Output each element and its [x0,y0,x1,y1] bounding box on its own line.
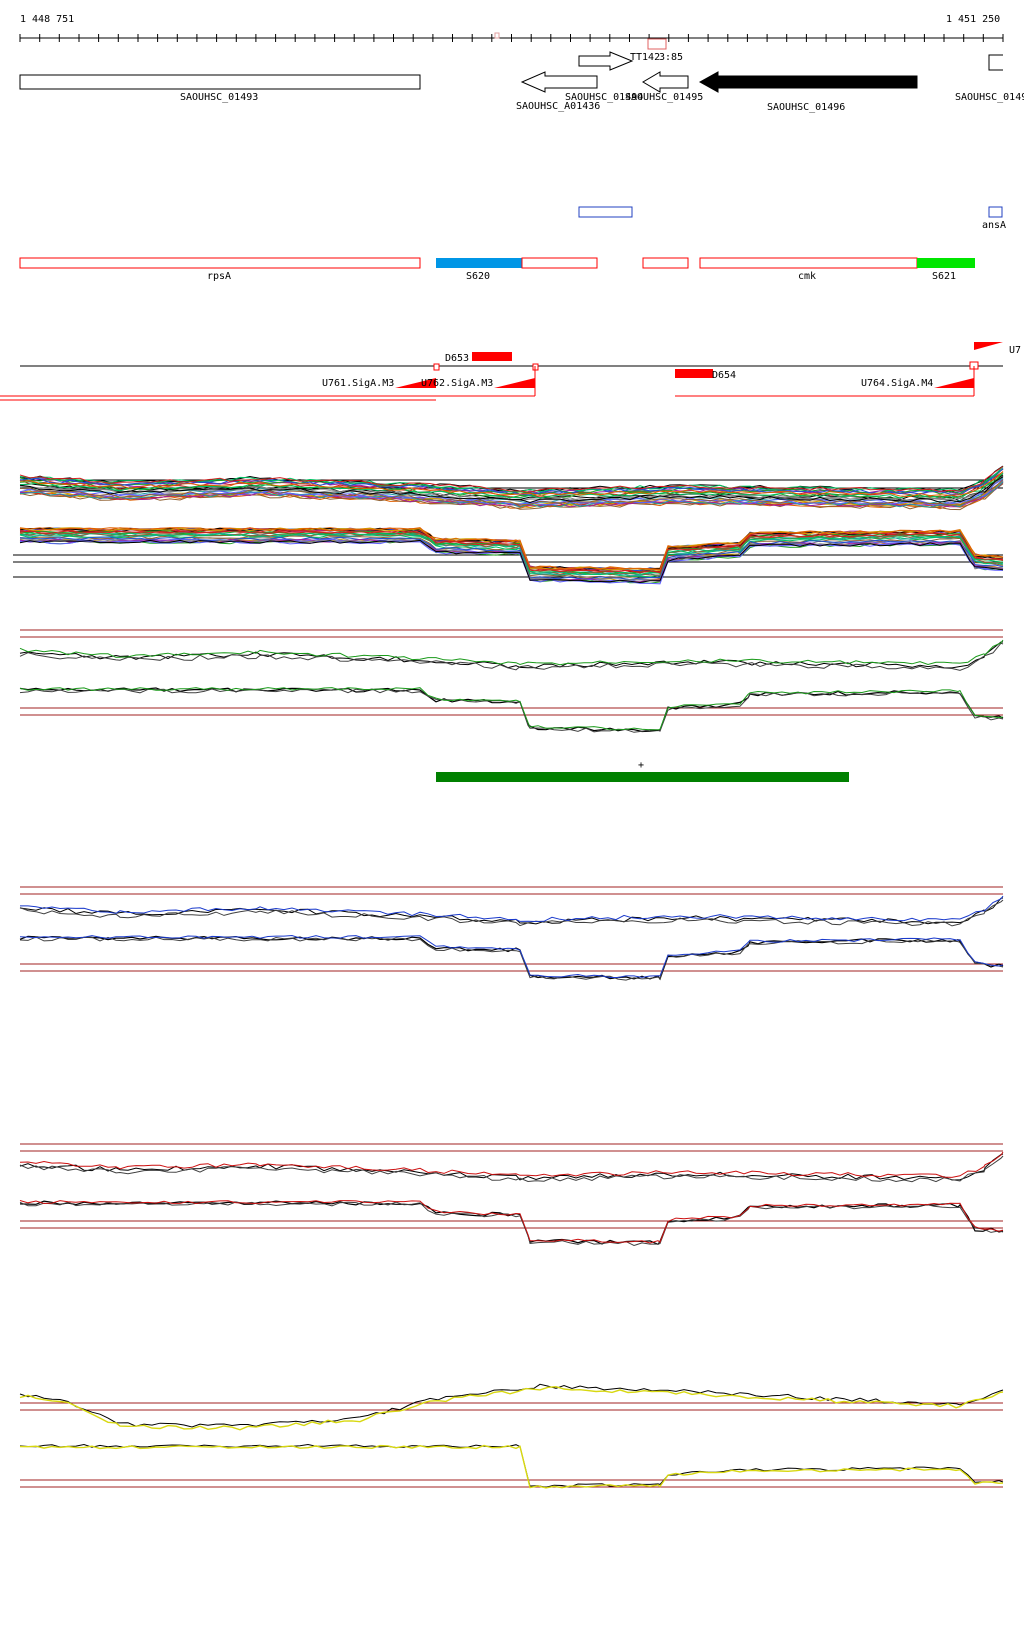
expression-profile [19,899,1004,927]
expression-profile-lines [19,639,1004,733]
terminator-label: TT142 [630,52,660,63]
coordinate-end-label: 1 451 250 [946,14,1000,25]
sigma-motif-U761[interactable] [395,378,436,388]
expression-profile [19,1155,1004,1183]
region-label: S621 [932,271,956,282]
gene-label: SAOUHSC_01494 [565,92,643,103]
region-label: cmk [798,271,816,282]
coordinate-ruler: 1 448 751 1 451 250 [19,14,1004,42]
expression-profile-lines [19,1383,1004,1489]
promoter-marker [433,363,440,371]
region-S620[interactable] [436,258,522,268]
strand-symbol: + [638,760,644,771]
annotation-box[interactable] [578,206,633,218]
blue-annotation-track: ansA [578,206,1006,231]
expression-profile [19,1385,1004,1431]
expression-profile [19,472,1004,500]
region-label: S620 [466,271,490,282]
ruler-ticks [19,34,1004,42]
expression-profile [19,539,1004,583]
gene-track: SAOUHSC_01493 SAOUHSC_A01436 SAOUHSC_014… [19,32,1024,113]
region-box[interactable] [521,257,598,269]
gene-arrow-SAOUHSC_01495[interactable] [642,71,689,93]
expression-profile [19,642,1004,671]
promoter-label: U762.SigA.M3 [421,378,493,389]
expression-panel-yellow [19,1383,1004,1489]
region-cmk[interactable] [699,257,918,269]
expression-profile [19,1200,1004,1246]
expression-profile [19,476,1004,504]
feature-bar[interactable] [436,772,849,782]
expression-profile [19,539,1004,584]
expression-profile-lines [19,895,1004,981]
expression-profile [19,639,1004,666]
coordinate-start-label: 1 448 751 [20,14,74,25]
expression-profile [19,1443,1004,1488]
expression-panel-blue [19,886,1004,981]
expression-panel-multi [13,465,1004,585]
expression-panel-red [19,1143,1004,1247]
terminator-number: 3:85 [659,52,683,63]
expression-profile-lines [19,465,1004,585]
region-rpsA[interactable] [19,257,421,269]
promoter-label: D653 [445,353,469,364]
annotation-box[interactable] [988,206,1003,218]
expression-profile [19,687,1004,733]
region-label: rpsA [207,271,231,282]
promoter-label: U761.SigA.M3 [322,378,394,389]
gene-label: SAOUHSC_0149 [955,92,1024,103]
sigma-motif-U7[interactable] [974,342,1003,350]
expression-profile [19,1200,1004,1244]
annotation-label: ansA [982,220,1006,231]
expression-profile [19,934,1004,978]
green-feature-bar: + [436,760,849,782]
gene-arrow-SAOUHSC_01496[interactable] [698,71,918,93]
terminator-box[interactable] [647,38,667,50]
promoter-track: D653 D654 U761.SigA.M3 U762.SigA.M3 U764… [0,342,1021,401]
gene-label: SAOUHSC_01496 [767,102,845,113]
expression-profile [19,641,1003,669]
expression-profile [19,466,1004,493]
expression-profile [20,895,1004,923]
expression-profile [19,527,1004,572]
expression-profile [19,935,1004,981]
region-box[interactable] [642,257,689,269]
gene-label: SAOUHSC_01495 [625,92,703,103]
gene-label: SAOUHSC_01493 [180,92,258,103]
expression-profile [19,1383,1004,1428]
expression-profile [19,530,1004,574]
expression-profile [19,471,1004,498]
gene-box-SAOUHSC_01493[interactable] [19,74,421,90]
expression-profile [19,688,1004,733]
terminator-marker [494,32,500,39]
region-track: rpsA S620 cmk S621 [19,257,975,282]
promoter-D653[interactable] [472,352,512,361]
promoter-label: U7 [1009,345,1021,356]
promoter-D654[interactable] [675,369,713,378]
expression-profile [19,687,1004,731]
sigma-motif-U764[interactable] [934,378,974,388]
expression-profile [19,536,1004,581]
gene-arrow-SAOUHSC_01494[interactable] [578,51,634,71]
expression-profile-lines [19,1151,1004,1247]
expression-profile [19,1444,1004,1489]
gene-arrow-SAOUHSC_A01436[interactable] [520,71,598,93]
expression-profile [19,527,1004,571]
region-S621[interactable] [917,258,975,268]
expression-profile [19,936,1004,981]
expression-profile [19,1151,1004,1178]
sigma-motif-U762[interactable] [494,378,535,388]
expression-profile [19,481,1004,508]
expression-profile [19,479,1004,506]
promoter-label: D654 [712,370,736,381]
expression-panel-green [19,629,1004,733]
gene-label: SAOUHSC_A01436 [516,101,600,112]
promoter-label: U764.SigA.M4 [861,378,933,389]
gene-box-SAOUHSC_0149[interactable] [988,54,1003,71]
expression-profile [19,530,1004,574]
expression-profile [19,1201,1004,1247]
